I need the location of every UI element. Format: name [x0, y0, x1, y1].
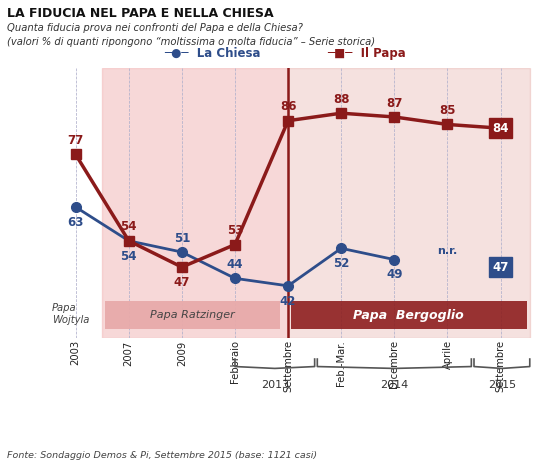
Text: Quanta fiducia prova nei confronti del Papa e della Chiesa?: Quanta fiducia prova nei confronti del P… [7, 23, 303, 32]
Text: LA FIDUCIA NEL PAPA E NELLA CHIESA: LA FIDUCIA NEL PAPA E NELLA CHIESA [7, 7, 274, 20]
Text: 51: 51 [174, 232, 190, 245]
Text: Settembre: Settembre [283, 340, 293, 392]
Text: 47: 47 [174, 276, 190, 289]
Text: 85: 85 [439, 104, 456, 117]
Text: ─■─  Il Papa: ─■─ Il Papa [328, 47, 406, 60]
Text: 54: 54 [121, 220, 137, 234]
FancyBboxPatch shape [290, 301, 527, 329]
Text: 47: 47 [492, 260, 509, 274]
Text: 52: 52 [333, 257, 349, 270]
Text: Dicembre: Dicembre [389, 340, 399, 388]
Text: 53: 53 [227, 224, 243, 237]
Text: 2014: 2014 [380, 380, 408, 390]
Text: Papa
Wojtyla: Papa Wojtyla [52, 303, 89, 325]
Text: Aprile: Aprile [442, 340, 453, 369]
Text: 77: 77 [68, 134, 84, 147]
Text: 86: 86 [280, 100, 296, 113]
Text: 88: 88 [333, 93, 349, 106]
Text: Papa Ratzinger: Papa Ratzinger [150, 310, 235, 320]
Text: Febbraio: Febbraio [230, 340, 240, 383]
Text: 49: 49 [386, 268, 402, 282]
Text: (valori % di quanti ripongono “moltissima o molta fiducia” – Serie storica): (valori % di quanti ripongono “moltissim… [7, 37, 375, 47]
Text: 2007: 2007 [124, 340, 134, 366]
Text: Settembre: Settembre [496, 340, 506, 392]
Text: 2015: 2015 [488, 380, 516, 390]
Text: 44: 44 [227, 258, 243, 271]
Text: Papa  Bergoglio: Papa Bergoglio [353, 309, 464, 321]
Text: 54: 54 [121, 250, 137, 263]
Text: 2013: 2013 [261, 380, 289, 390]
Text: Feb.-Mar.: Feb.-Mar. [336, 340, 346, 386]
FancyBboxPatch shape [105, 301, 280, 329]
Text: n.r.: n.r. [437, 246, 458, 256]
Text: 87: 87 [386, 96, 402, 110]
Text: 84: 84 [492, 122, 509, 135]
Text: ─●─  La Chiesa: ─●─ La Chiesa [164, 47, 260, 60]
Text: 63: 63 [68, 216, 84, 229]
Text: Fonte: Sondaggio Demos & Pi, Settembre 2015 (base: 1121 casi): Fonte: Sondaggio Demos & Pi, Settembre 2… [7, 451, 317, 460]
Bar [288, 68, 530, 338]
Bar [102, 68, 288, 338]
Text: 2009: 2009 [177, 340, 187, 366]
Text: 2003: 2003 [70, 340, 81, 365]
Text: 42: 42 [280, 295, 296, 308]
